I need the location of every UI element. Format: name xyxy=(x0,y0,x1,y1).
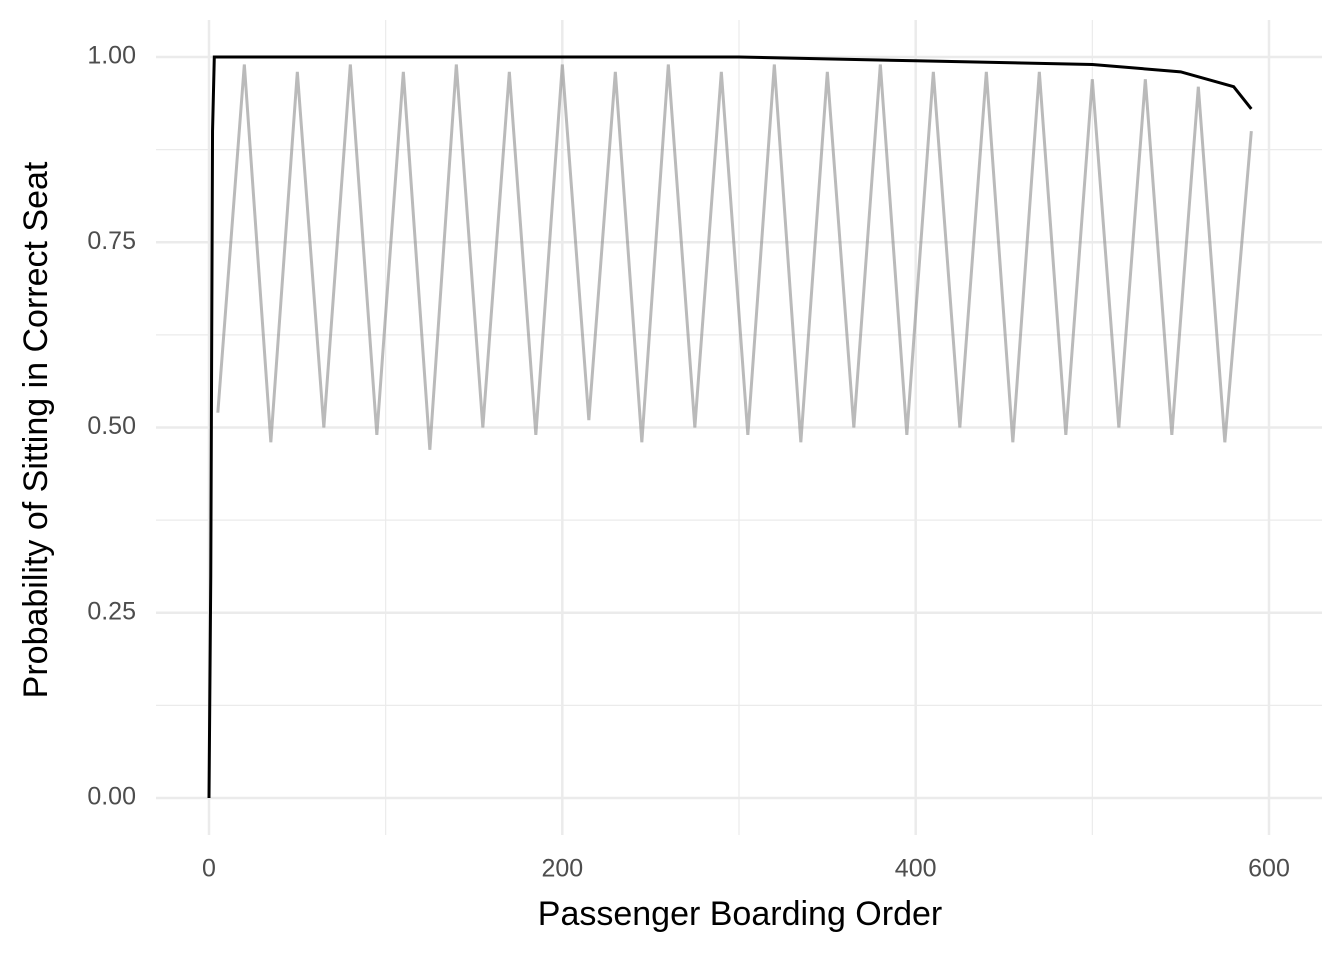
y-tick-label: 1.00 xyxy=(87,42,136,70)
y-tick-label: 0.00 xyxy=(87,783,136,811)
y-tick-label: 0.50 xyxy=(87,412,136,440)
x-tick-label: 400 xyxy=(895,855,937,883)
series-line xyxy=(207,55,1253,798)
x-tick-label: 0 xyxy=(202,855,216,883)
x-tick-label: 200 xyxy=(541,855,583,883)
y-tick-label: 0.25 xyxy=(87,597,136,625)
x-axis-title: Passenger Boarding Order xyxy=(538,895,942,933)
series-line xyxy=(216,64,1253,450)
lines xyxy=(207,55,1253,798)
y-axis-title: Probability of Sitting in Correct Seat xyxy=(17,161,55,698)
x-tick-label: 600 xyxy=(1248,855,1290,883)
y-tick-label: 0.75 xyxy=(87,227,136,255)
grid xyxy=(156,20,1322,835)
